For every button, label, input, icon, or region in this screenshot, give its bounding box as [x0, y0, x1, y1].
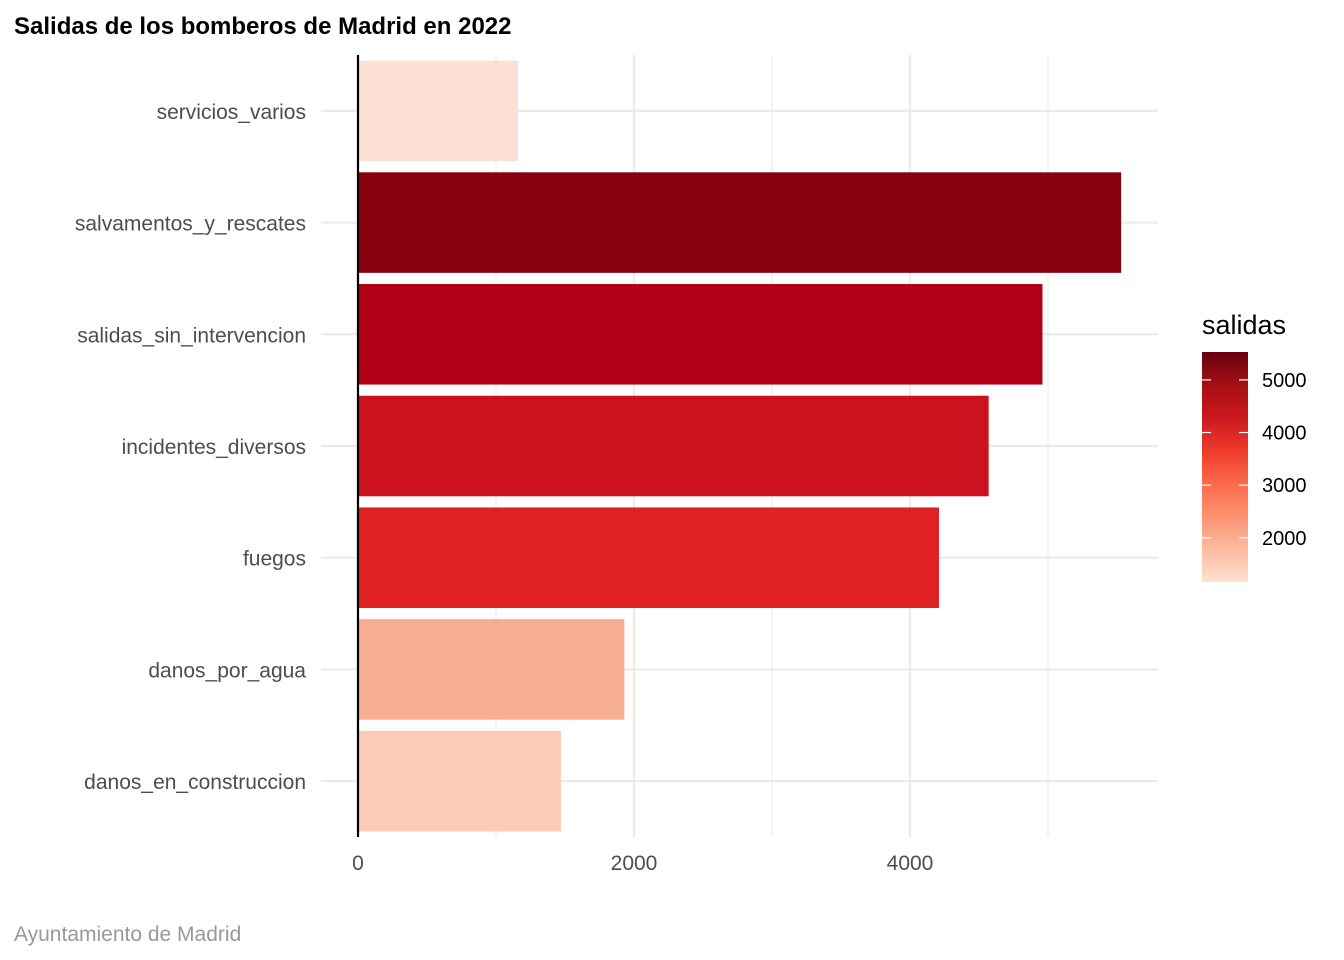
- bar-salidas_sin_intervencion: [358, 284, 1043, 385]
- category-label: danos_en_construccion: [84, 771, 306, 794]
- x-tick-label: 4000: [887, 852, 934, 875]
- legend-tick-label: 2000: [1262, 528, 1307, 550]
- legend-tick-label: 3000: [1262, 475, 1307, 497]
- x-tick-label: 0: [352, 852, 364, 875]
- legend-title: salidas: [1202, 310, 1286, 340]
- chart-title: Salidas de los bomberos de Madrid en 202…: [14, 13, 512, 40]
- category-label: servicios_varios: [157, 101, 306, 124]
- category-label: salvamentos_y_rescates: [75, 213, 306, 236]
- bar-incidentes_diversos: [358, 395, 989, 497]
- category-label: incidentes_diversos: [122, 436, 306, 459]
- bars: [358, 60, 1122, 832]
- category-label: danos_por_agua: [148, 659, 306, 682]
- category-label: salidas_sin_intervencion: [77, 324, 306, 347]
- legend-tick-label: 4000: [1262, 423, 1307, 445]
- bar-servicios_varios: [358, 60, 519, 162]
- category-labels: servicios_varios salvamentos_y_rescatessa…: [75, 101, 306, 794]
- legend-colorbar: [1202, 352, 1248, 582]
- category-label: fuegos: [243, 548, 306, 571]
- legend-tick-label: 5000: [1262, 370, 1307, 392]
- chart-caption: Ayuntamiento de Madrid: [14, 923, 241, 946]
- bar-salvamentos_y_rescates: [358, 172, 1122, 273]
- legend: salidas 2000 3000 4000 5000: [1202, 310, 1307, 582]
- bar-danos_por_agua: [358, 619, 625, 720]
- bar-danos_en_construccion: [358, 730, 561, 832]
- bar-fuegos: [358, 507, 939, 608]
- x-tick-label: 2000: [611, 852, 658, 875]
- x-axis-ticks: 0 2000 4000: [352, 852, 933, 875]
